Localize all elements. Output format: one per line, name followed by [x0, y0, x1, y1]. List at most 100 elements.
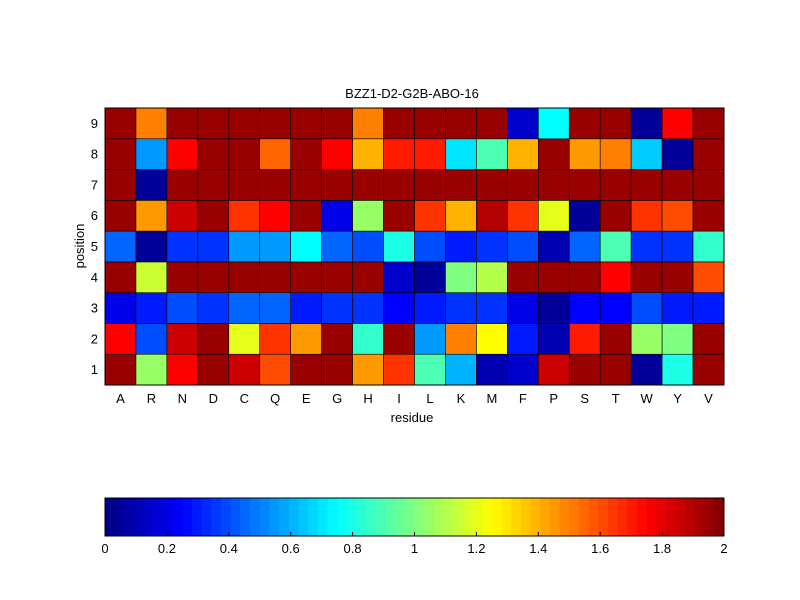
colorbar-tick-label: 0.4 — [220, 541, 238, 556]
heatmap-cell — [630, 353, 663, 386]
colorbar-segment — [607, 498, 619, 536]
colorbar-segment — [308, 498, 319, 536]
heatmap-cell — [259, 353, 292, 386]
heatmap-cell — [135, 353, 168, 386]
x-tick-label: M — [486, 391, 497, 406]
heatmap-cell — [135, 323, 168, 355]
colorbar-segment — [511, 498, 522, 536]
heatmap-cell — [259, 169, 292, 201]
x-tick-label: P — [549, 391, 558, 406]
heatmap-cell — [135, 107, 168, 140]
colorbar-segment — [259, 498, 270, 536]
heatmap-cell — [414, 230, 446, 263]
heatmap-cell — [104, 292, 137, 324]
heatmap-cell — [599, 107, 632, 140]
x-tick-label: V — [704, 391, 713, 406]
plot-frame — [104, 107, 725, 386]
heatmap-cell — [414, 107, 446, 140]
heatmap-cell — [661, 200, 694, 232]
heatmap-cell — [630, 107, 663, 140]
heatmap-cell — [383, 138, 415, 170]
heatmap-cell — [104, 353, 137, 386]
heatmap-cell — [228, 261, 261, 293]
heatmap-cell — [507, 107, 539, 140]
heatmap-cell — [599, 169, 632, 201]
heatmap-cell — [568, 353, 601, 386]
heatmap-cell — [630, 230, 663, 263]
colorbar-segment — [356, 498, 367, 536]
heatmap-cell — [414, 292, 446, 324]
heatmap-cell — [599, 200, 632, 232]
heatmap-cell — [568, 230, 601, 263]
heatmap-cell — [599, 292, 632, 324]
colorbar-segment — [491, 498, 502, 536]
heatmap-cell — [383, 230, 415, 263]
colorbar-segment — [134, 498, 145, 536]
heatmap-cell — [104, 138, 137, 170]
y-tick-label: 8 — [91, 147, 98, 162]
heatmap-cell — [228, 353, 261, 386]
heatmap-cell — [476, 169, 508, 201]
heatmap-cell — [537, 292, 570, 324]
colorbar-segment — [578, 498, 589, 536]
colorbar-segment — [230, 498, 241, 536]
heatmap-cell — [228, 292, 261, 324]
y-tick-label: 9 — [91, 116, 98, 131]
x-tick-label: F — [519, 391, 527, 406]
heatmap-cell — [290, 261, 322, 293]
y-tick-label: 6 — [91, 208, 98, 223]
heatmap-cell — [321, 107, 353, 140]
x-tick-label: L — [426, 391, 433, 406]
heatmap-cell — [661, 292, 694, 324]
colorbar-segment — [443, 498, 454, 536]
colorbar-segment — [540, 498, 551, 536]
colorbar-segment — [269, 498, 280, 536]
heatmap-cell — [197, 107, 230, 140]
colorbar-segment — [424, 498, 435, 536]
heatmap-cell — [445, 107, 477, 140]
colorbar-segment — [453, 498, 464, 536]
heatmap-cell — [228, 138, 261, 170]
heatmap-cell — [507, 261, 539, 293]
heatmap-cell — [321, 353, 353, 386]
colorbar-segment — [366, 498, 377, 536]
heatmap-cell — [476, 353, 508, 386]
colorbar-tick-label: 0.2 — [158, 541, 176, 556]
colorbar-segment — [646, 498, 657, 536]
heatmap-cell — [630, 200, 663, 232]
heatmap-cell — [568, 261, 601, 293]
heatmap-cell — [321, 230, 353, 263]
heatmap-cell — [197, 230, 230, 263]
colorbar-segment — [704, 498, 715, 536]
colorbar-segment — [124, 498, 135, 536]
colorbar-tick-label: 0.8 — [344, 541, 362, 556]
heatmap-cell — [476, 323, 508, 355]
heatmap-cell — [692, 107, 725, 140]
heatmap-cell — [321, 200, 353, 232]
x-tick-label: C — [240, 391, 249, 406]
colorbar-segment — [395, 498, 406, 536]
colorbar-segment — [656, 498, 667, 536]
heatmap-cell — [259, 200, 292, 232]
colorbar-tick-label: 1.2 — [467, 541, 485, 556]
heatmap-cell — [630, 292, 663, 324]
heatmap-cell — [352, 107, 384, 140]
heatmap-cell — [537, 353, 570, 386]
colorbar-segment — [462, 498, 473, 536]
x-tick-label: S — [580, 391, 589, 406]
heatmap-cell — [445, 353, 477, 386]
heatmap-cell — [507, 200, 539, 232]
x-axis-label: residue — [391, 410, 434, 425]
colorbar-segment — [627, 498, 638, 536]
heatmap-cell — [661, 353, 694, 386]
y-tick-label: 4 — [91, 270, 98, 285]
x-tick-label: T — [612, 391, 620, 406]
colorbar-segment — [675, 498, 686, 536]
colorbar-segment — [250, 498, 261, 536]
y-tick-label: 5 — [91, 239, 98, 254]
heatmap-cell — [630, 169, 663, 201]
heatmap-cell — [321, 138, 353, 170]
heatmap-cell — [661, 230, 694, 263]
colorbar-segment — [201, 498, 212, 536]
